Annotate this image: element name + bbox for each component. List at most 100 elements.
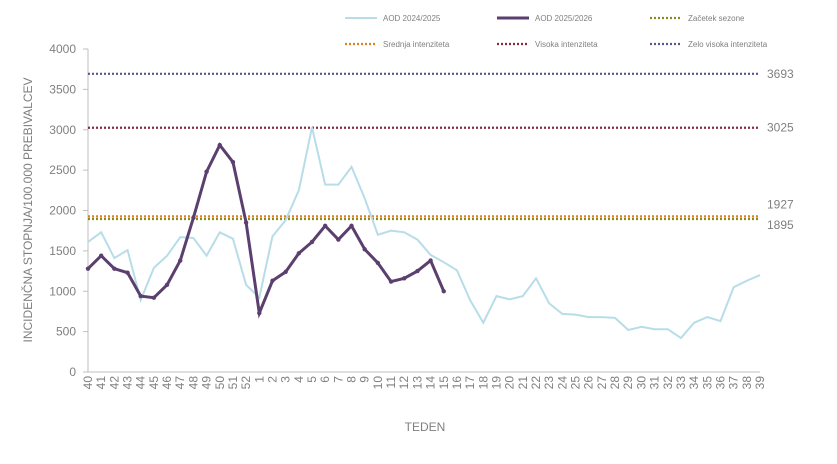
legend-label: Srednja intenziteta	[383, 40, 450, 49]
x-tick-label: 9	[358, 376, 372, 383]
point	[322, 223, 328, 229]
x-tick-label: 34	[687, 376, 701, 390]
point	[151, 295, 157, 300]
x-tick-label: 26	[582, 376, 596, 390]
legend-label: AOD 2025/2026	[535, 14, 593, 23]
x-tick-label: 7	[331, 376, 345, 383]
x-tick-label: 49	[200, 376, 214, 390]
x-tick-label: 2	[265, 376, 279, 383]
x-tick-label: 16	[450, 376, 464, 390]
y-tick-label: 500	[56, 325, 76, 339]
y-tick-label: 2500	[49, 163, 76, 177]
y-tick-label: 3500	[49, 82, 76, 96]
point	[270, 278, 275, 283]
x-tick-label: 8	[345, 376, 359, 383]
x-tick-label: 25	[569, 376, 583, 390]
x-tick-label: 15	[437, 376, 451, 390]
point	[428, 258, 433, 263]
x-tick-label: 51	[226, 376, 240, 390]
y-tick-label: 1500	[49, 244, 76, 258]
legend-label: Začetek sezone	[688, 14, 745, 23]
x-tick-label: 35	[700, 376, 714, 390]
point	[204, 169, 209, 174]
point	[243, 220, 249, 225]
x-tick-label: 30	[634, 376, 648, 390]
y-axis-label: INCIDENČNA STOPNJA/100.000 PREBIVALCEV	[20, 78, 35, 343]
threshold-label: 1895	[767, 218, 794, 232]
point	[375, 260, 381, 266]
y-tick-label: 2000	[49, 204, 76, 218]
y-tick-label: 0	[69, 365, 76, 379]
x-tick-label: 10	[371, 376, 385, 390]
x-axis-label: TEDEN	[405, 420, 446, 434]
x-tick-label: 32	[661, 376, 675, 390]
y-tick-label: 1000	[49, 284, 76, 298]
point	[388, 279, 394, 284]
x-tick-label: 48	[186, 376, 200, 390]
x-tick-label: 21	[516, 376, 530, 390]
x-tick-label: 4	[292, 376, 306, 383]
threshold-label: 3693	[767, 67, 794, 81]
point	[257, 310, 262, 316]
x-tick-label: 41	[94, 376, 108, 390]
point	[283, 269, 288, 275]
x-tick-label: 23	[542, 376, 556, 390]
point	[336, 237, 341, 242]
x-tick-label: 42	[107, 376, 121, 390]
x-tick-label: 38	[740, 376, 754, 390]
point	[296, 251, 302, 256]
x-tick-label: 45	[147, 376, 161, 390]
x-tick-label: 18	[476, 376, 490, 390]
point	[164, 282, 170, 287]
x-tick-label: 31	[648, 376, 662, 390]
point	[349, 223, 354, 229]
point	[98, 253, 104, 258]
x-tick-label: 36	[713, 376, 727, 390]
point	[112, 266, 117, 271]
x-tick-label: 12	[397, 376, 411, 390]
x-tick-label: 28	[608, 376, 622, 390]
legend-label: AOD 2024/2025	[383, 14, 441, 23]
x-tick-label: 20	[503, 376, 517, 390]
point	[85, 266, 91, 271]
series-line	[86, 142, 446, 319]
point	[178, 258, 183, 263]
series-line	[87, 127, 761, 340]
x-tick-label: 37	[727, 376, 741, 390]
threshold-label: 1927	[767, 197, 794, 211]
x-tick-label: 47	[173, 376, 187, 390]
x-tick-label: 52	[239, 376, 253, 390]
x-tick-label: 33	[674, 376, 688, 390]
point	[217, 142, 222, 148]
x-tick-label: 24	[555, 376, 569, 390]
x-tick-label: 39	[753, 376, 767, 390]
x-tick-label: 3	[279, 376, 293, 383]
x-tick-label: 44	[134, 376, 148, 390]
x-tick-label: 5	[305, 376, 319, 383]
x-tick-label: 50	[213, 376, 227, 390]
legend-label: Zelo visoka intenziteta	[688, 40, 768, 49]
legend-label: Visoka intenziteta	[535, 40, 598, 49]
point	[415, 268, 420, 274]
y-tick-label: 4000	[49, 42, 76, 56]
x-tick-label: 17	[463, 376, 477, 390]
x-tick-label: 13	[410, 376, 424, 390]
point	[125, 270, 130, 275]
x-tick-label: 6	[318, 376, 332, 383]
x-tick-label: 14	[424, 376, 438, 390]
point	[402, 276, 407, 281]
y-tick-label: 3000	[49, 123, 76, 137]
point	[138, 293, 143, 299]
x-tick-label: 19	[489, 376, 503, 390]
x-tick-label: 29	[621, 376, 635, 390]
threshold-label: 3025	[767, 121, 794, 135]
point	[309, 239, 315, 245]
x-tick-label: 40	[81, 376, 95, 390]
point	[230, 159, 236, 165]
x-tick-label: 27	[595, 376, 609, 390]
x-tick-label: 43	[121, 376, 135, 390]
point	[441, 289, 446, 294]
point	[362, 247, 367, 252]
point	[191, 215, 196, 220]
